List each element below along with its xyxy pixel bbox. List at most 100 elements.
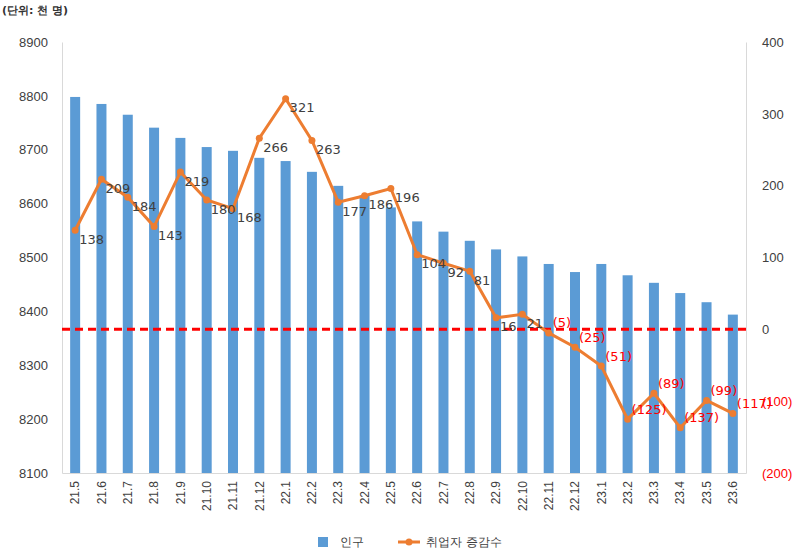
x-tick: 21.8 xyxy=(147,473,161,504)
data-label: (25) xyxy=(579,330,606,345)
y-tick: 8600 xyxy=(19,196,62,211)
marker xyxy=(493,314,500,321)
data-label: (5) xyxy=(553,315,571,330)
y2-tick-label: (200) xyxy=(762,466,792,481)
bar xyxy=(96,104,106,473)
data-label: 184 xyxy=(132,199,157,214)
y-tick: 8700 xyxy=(19,142,62,157)
y-tick-label: 8600 xyxy=(19,196,48,211)
data-label: 196 xyxy=(395,190,420,205)
y-tick-label: 8500 xyxy=(19,250,48,265)
y-tick-label: 8100 xyxy=(19,466,48,481)
x-tick: 23.2 xyxy=(621,473,635,504)
x-tick: 22.2 xyxy=(305,473,319,504)
bar xyxy=(281,161,291,473)
reference-line xyxy=(62,328,746,331)
marker xyxy=(387,185,394,192)
data-label: (51) xyxy=(605,349,632,364)
marker xyxy=(72,227,79,234)
x-tick-label: 22.2 xyxy=(305,481,319,505)
data-label: (99) xyxy=(711,383,738,398)
y-tick: 8500 xyxy=(19,250,62,265)
marker xyxy=(335,199,342,206)
marker xyxy=(624,416,631,423)
legend-item: 인구 xyxy=(318,535,364,549)
x-tick: 23.3 xyxy=(647,473,661,504)
marker xyxy=(414,251,421,258)
marker xyxy=(703,397,710,404)
y-axis: 810082008300840085008600870088008900 xyxy=(19,35,62,481)
data-label: 180 xyxy=(211,202,236,217)
x-tick: 21.12 xyxy=(253,473,267,511)
y-tick-label: 8700 xyxy=(19,142,48,157)
markers xyxy=(72,95,737,431)
data-label: 177 xyxy=(342,204,367,219)
x-tick: 22.4 xyxy=(358,473,372,504)
legend-label: 인구 xyxy=(340,535,364,549)
y-tick: 8200 xyxy=(19,412,62,427)
y-tick: 8400 xyxy=(19,304,62,319)
data-label: 263 xyxy=(316,142,341,157)
y-tick-label: 8800 xyxy=(19,89,48,104)
x-tick: 22.9 xyxy=(489,473,503,504)
data-label: (89) xyxy=(658,376,685,391)
x-tick-label: 23.1 xyxy=(595,481,609,505)
y2-tick-label: 400 xyxy=(762,35,784,50)
x-tick-label: 22.7 xyxy=(437,481,451,505)
legend-marker xyxy=(406,539,413,546)
marker xyxy=(308,137,315,144)
bar xyxy=(307,172,317,473)
y-tick: 8800 xyxy=(19,89,62,104)
marker xyxy=(361,192,368,199)
legend-label: 취업자 증감수 xyxy=(426,535,502,549)
bar xyxy=(623,275,633,473)
chart: (단위: 천 명)8100820083008400850086008700880… xyxy=(0,0,800,558)
marker xyxy=(545,329,552,336)
y2-tick: 200 xyxy=(746,178,784,193)
data-label: 143 xyxy=(158,228,183,243)
y2-tick-label: 200 xyxy=(762,178,784,193)
x-tick-label: 21.11 xyxy=(226,481,240,510)
x-tick: 22.5 xyxy=(384,473,398,504)
x-tick-label: 21.10 xyxy=(200,481,214,511)
x-tick-label: 21.8 xyxy=(147,481,161,505)
data-label: 186 xyxy=(369,197,394,212)
y-tick-label: 8900 xyxy=(19,35,48,50)
bar xyxy=(123,115,133,473)
x-tick-label: 22.1 xyxy=(279,481,293,505)
bar xyxy=(596,264,606,473)
data-labels: 1382091841432191801682663212631771861961… xyxy=(79,100,772,425)
y-tick: 8100 xyxy=(19,466,62,481)
y-axis-line xyxy=(62,43,63,474)
x-tick: 22.10 xyxy=(516,473,530,511)
y-tick-label: 8200 xyxy=(19,412,48,427)
data-label: 209 xyxy=(105,181,130,196)
x-tick: 21.6 xyxy=(95,473,109,504)
x-tick: 21.11 xyxy=(226,473,240,510)
bars xyxy=(70,97,738,473)
marker xyxy=(650,390,657,397)
y2-tick: 400 xyxy=(746,35,784,50)
data-label: 138 xyxy=(79,232,104,247)
x-tick-label: 22.11 xyxy=(542,481,556,510)
x-tick: 21.9 xyxy=(174,473,188,504)
x-tick: 21.5 xyxy=(68,473,82,504)
x-tick-label: 22.12 xyxy=(568,481,582,511)
marker xyxy=(677,424,684,431)
x-tick: 22.7 xyxy=(437,473,451,504)
marker xyxy=(729,410,736,417)
x-tick-label: 22.8 xyxy=(463,481,477,505)
marker xyxy=(177,169,184,176)
x-tick: 22.3 xyxy=(331,473,345,504)
x-tick: 22.8 xyxy=(463,473,477,504)
y2-axis: (200)(100)0100200300400 xyxy=(746,35,792,481)
legend: 인구 취업자 증감수 xyxy=(318,535,502,549)
bar xyxy=(70,97,80,473)
data-label: 21 xyxy=(526,316,543,331)
y2-tick-label: 300 xyxy=(762,106,784,121)
x-tick-label: 22.6 xyxy=(410,481,424,505)
data-label: 266 xyxy=(263,140,288,155)
x-tick-label: 23.2 xyxy=(621,481,635,505)
bar xyxy=(544,264,554,473)
x-tick-label: 21.7 xyxy=(121,481,135,505)
